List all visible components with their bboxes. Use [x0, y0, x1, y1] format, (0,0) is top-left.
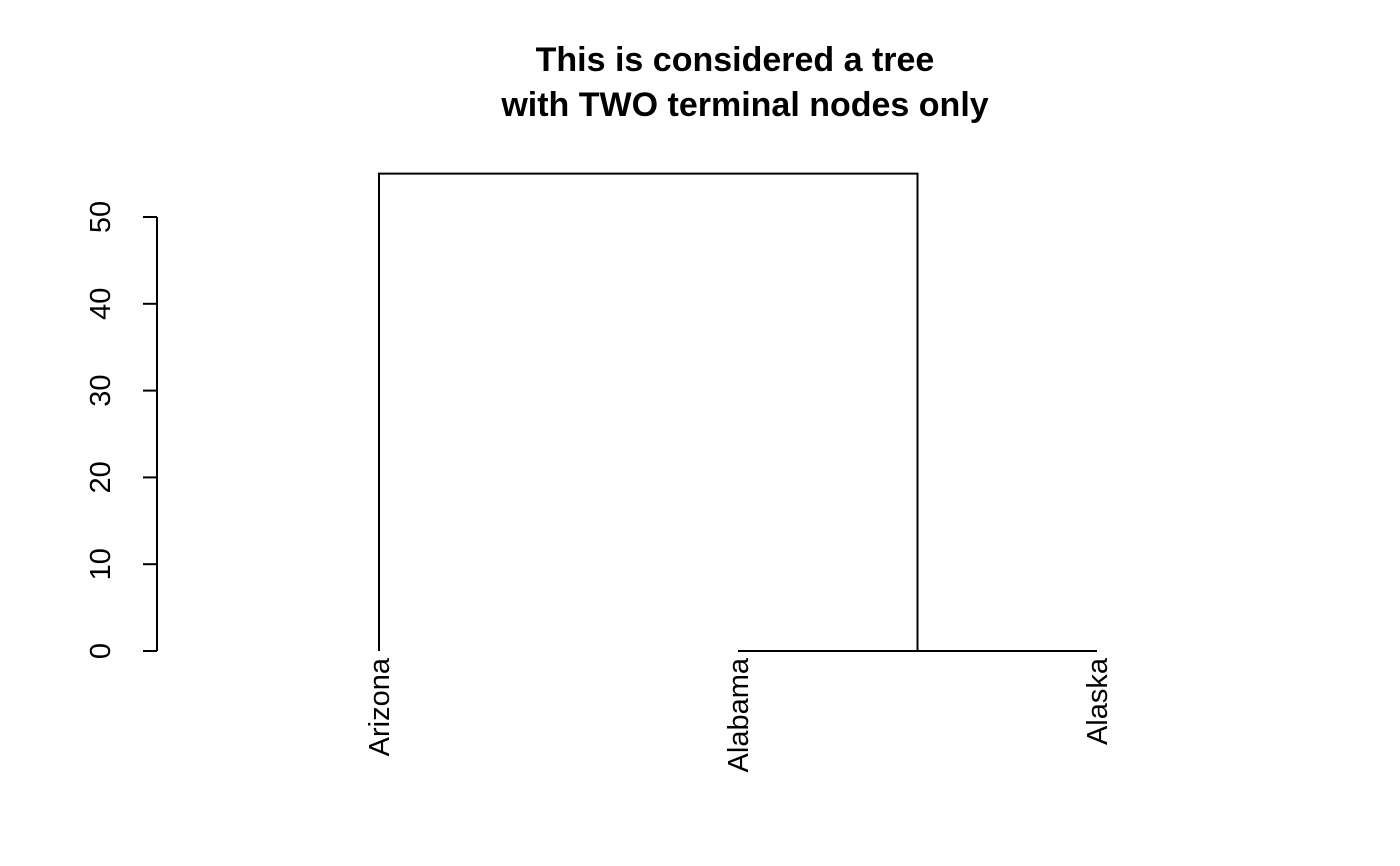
leaf-label: Arizona [364, 657, 396, 756]
y-tick-label: 50 [85, 201, 117, 233]
y-axis: 0 10 20 30 40 50 [85, 201, 158, 659]
leaf-label: Alaska [1082, 657, 1114, 745]
dendrogram-branch [378, 172, 919, 651]
chart-title-line-1: This is considered a tree [536, 41, 935, 79]
dendrogram-branches [378, 172, 1097, 652]
leaf-label: Alabama [723, 657, 755, 772]
leaf-labels: Arizona Alabama Alaska [364, 657, 1114, 772]
chart-title: This is considered a tree with TWO termi… [500, 41, 988, 124]
y-tick-label: 40 [85, 288, 117, 320]
y-tick-label: 20 [85, 461, 117, 493]
y-tick-label: 30 [85, 374, 117, 406]
y-tick-label: 0 [85, 643, 117, 659]
chart-title-line-2: with TWO terminal nodes only [500, 86, 988, 124]
y-tick-label: 10 [85, 548, 117, 580]
